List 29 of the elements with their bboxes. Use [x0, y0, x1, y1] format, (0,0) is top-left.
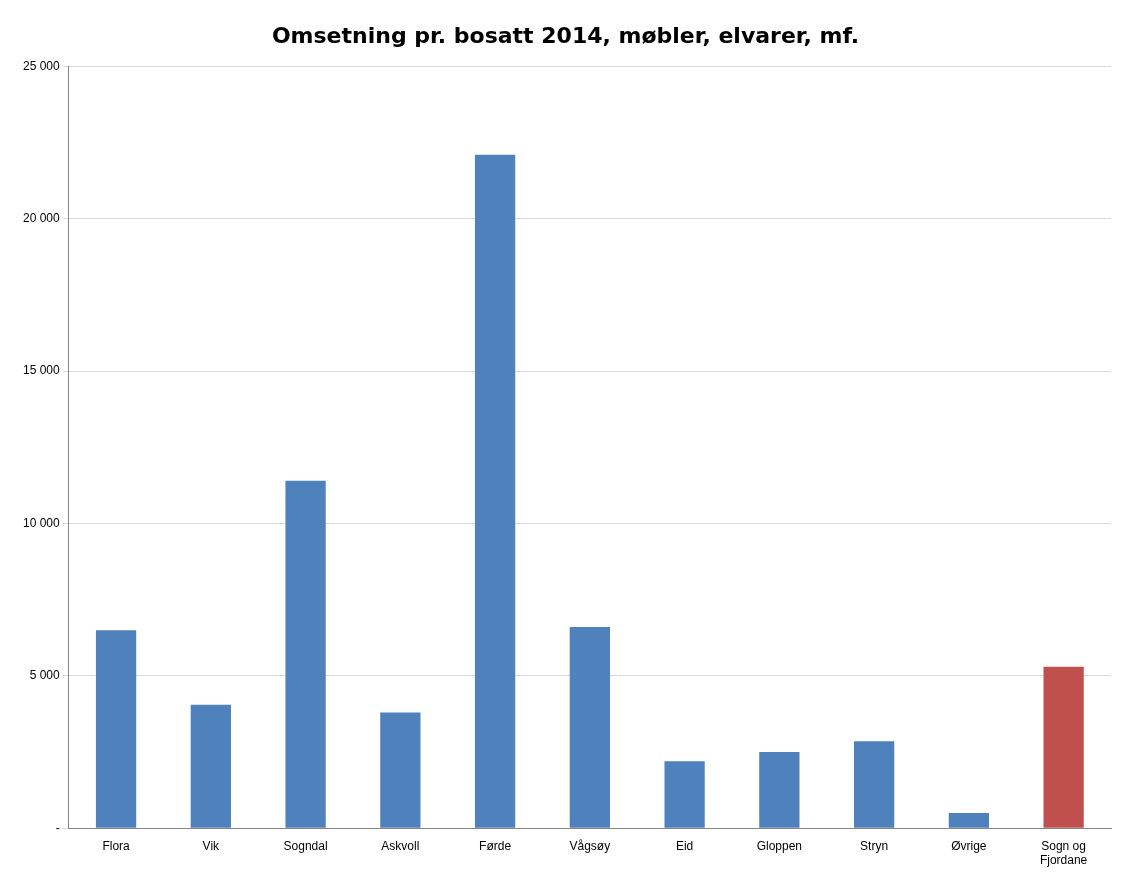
x-tick-label: Førde [479, 838, 512, 853]
y-tick-label: 10 000 [23, 515, 61, 530]
bar [948, 812, 989, 828]
x-tick-label: Vik [202, 838, 221, 853]
x-tick-label: Vågsøy [569, 838, 611, 853]
bar [569, 627, 610, 828]
x-tick-label: Flora [102, 838, 131, 853]
bar [759, 752, 800, 828]
chart-title: Omsetning pr. bosatt 2014, møbler, elvarer, mf. [271, 22, 860, 48]
x-tick-label: Gloppen [756, 838, 803, 853]
y-tick-label: 20 000 [23, 211, 61, 226]
bar [474, 154, 516, 828]
y-tick-label: - [55, 820, 60, 835]
bar [853, 741, 895, 828]
x-tick-label: Eid [675, 838, 694, 853]
x-tick-label: Øvrige [951, 838, 987, 853]
bar [285, 480, 326, 828]
bar [95, 630, 137, 828]
x-tick-label: Sogn og Fjordane [1039, 838, 1088, 868]
x-tick-label: Sogndal [283, 838, 328, 853]
y-tick-label: 25 000 [23, 58, 61, 73]
bar [1043, 666, 1084, 828]
x-tick-label: Stryn [860, 838, 889, 853]
y-tick-label: 15 000 [23, 363, 61, 378]
bar [190, 704, 231, 828]
y-tick-label: 5 000 [29, 668, 61, 683]
x-tick-label: Askvoll [381, 838, 420, 853]
bar [664, 761, 705, 828]
bar [380, 712, 421, 828]
